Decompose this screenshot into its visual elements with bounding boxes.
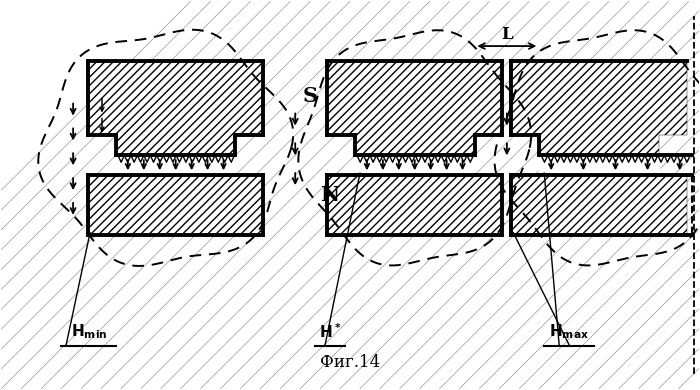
Polygon shape (512, 61, 687, 155)
Text: $\mathbf{H_{max}}$: $\mathbf{H_{max}}$ (550, 322, 589, 341)
Text: $\mathbf{H^*}$: $\mathbf{H^*}$ (319, 322, 342, 341)
Polygon shape (116, 135, 235, 175)
Polygon shape (116, 155, 235, 175)
Polygon shape (539, 155, 659, 175)
Text: S: S (302, 86, 318, 106)
Polygon shape (88, 175, 263, 235)
Polygon shape (327, 175, 503, 235)
Text: $\mathbf{H_{min}}$: $\mathbf{H_{min}}$ (71, 322, 107, 341)
Polygon shape (327, 61, 503, 155)
Text: Фиг.14: Фиг.14 (320, 354, 380, 371)
Polygon shape (355, 135, 475, 175)
Text: N: N (321, 185, 340, 205)
Polygon shape (539, 135, 659, 175)
Polygon shape (512, 175, 687, 235)
Polygon shape (88, 61, 263, 155)
Text: L: L (501, 26, 512, 43)
Polygon shape (355, 155, 475, 175)
